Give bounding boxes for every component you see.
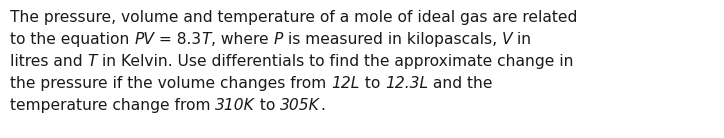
Text: 305K: 305K — [280, 98, 320, 113]
Text: litres and: litres and — [10, 54, 88, 69]
Text: = 8.3: = 8.3 — [154, 32, 201, 47]
Text: to: to — [360, 76, 384, 91]
Text: The pressure, volume and temperature of a mole of ideal gas are related: The pressure, volume and temperature of … — [10, 10, 577, 25]
Text: in: in — [513, 32, 531, 47]
Text: and the: and the — [428, 76, 492, 91]
Text: 12L: 12L — [331, 76, 360, 91]
Text: 12.3L: 12.3L — [384, 76, 428, 91]
Text: T: T — [88, 54, 97, 69]
Text: V: V — [502, 32, 513, 47]
Text: .: . — [320, 98, 325, 113]
Text: , where: , where — [211, 32, 274, 47]
Text: P: P — [274, 32, 283, 47]
Text: is measured in kilopascals,: is measured in kilopascals, — [283, 32, 502, 47]
Text: 310K: 310K — [215, 98, 255, 113]
Text: to the equation: to the equation — [10, 32, 134, 47]
Text: T: T — [201, 32, 211, 47]
Text: PV: PV — [134, 32, 154, 47]
Text: to: to — [255, 98, 280, 113]
Text: the pressure if the volume changes from: the pressure if the volume changes from — [10, 76, 331, 91]
Text: in Kelvin. Use differentials to find the approximate change in: in Kelvin. Use differentials to find the… — [97, 54, 573, 69]
Text: temperature change from: temperature change from — [10, 98, 215, 113]
